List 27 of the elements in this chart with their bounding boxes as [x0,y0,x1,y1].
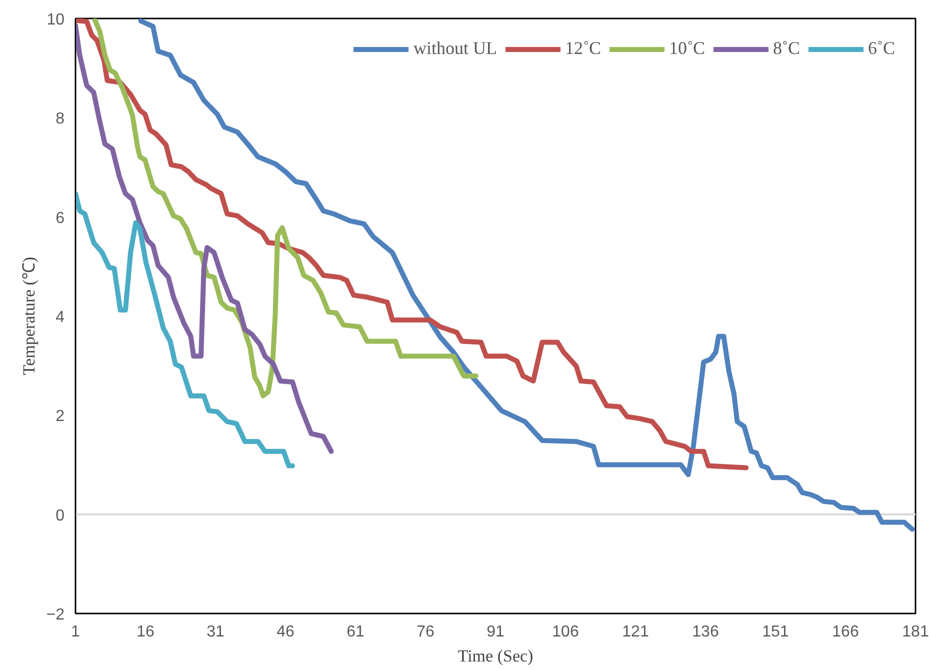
legend-label: 6˚C [868,38,895,59]
x-tick-label: 16 [136,624,154,640]
y-tick-label: 4 [56,309,65,326]
y-tick-label: 10 [46,12,65,28]
y-axis-title: Temperature (℃) [19,256,38,376]
x-tick-label: 166 [832,624,859,640]
x-tick-label: 181 [902,624,929,640]
x-tick-label: 151 [762,624,789,640]
legend-label: 8˚C [773,38,800,59]
y-tick-label: 6 [56,210,65,227]
x-tick-label: 1 [71,624,80,640]
legend-label: 10˚C [669,38,705,59]
x-tick-label: 121 [622,624,649,640]
legend-label: 12˚C [565,38,601,59]
y-tick-label: 8 [56,110,65,128]
x-tick-label: 31 [206,624,224,640]
x-tick-label: 136 [692,624,719,640]
x-axis-title: Time (Sec) [458,646,534,666]
y-tick-label: 0 [56,507,65,524]
x-tick-label: 91 [486,624,504,640]
x-tick-label: 106 [552,624,579,640]
x-tick-label: 61 [346,624,364,640]
y-tick-label: 2 [56,408,65,426]
y-tick-label: −2 [46,606,65,624]
x-tick-label: 76 [416,624,434,640]
legend-label: without UL [414,38,497,59]
x-tick-label: 46 [276,624,294,640]
